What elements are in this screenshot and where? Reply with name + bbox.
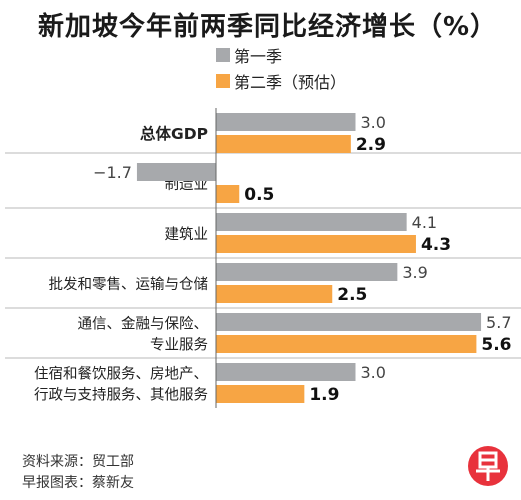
- logo-glyph: [476, 451, 500, 481]
- legend-item-q1: 第一季: [216, 43, 282, 67]
- data-label-q2: 1.9: [309, 385, 339, 405]
- data-label-q1: −1.7: [93, 163, 132, 182]
- data-label-q2: 0.5: [244, 185, 274, 205]
- category-label: 专业服务: [150, 337, 208, 354]
- zaobao-logo: [468, 446, 508, 486]
- category-label: 住宿和餐饮服务、房地产、: [34, 366, 208, 383]
- bar-q2: [216, 285, 333, 303]
- data-label-q1: 3.0: [361, 363, 386, 382]
- data-label-q2: 2.5: [337, 285, 367, 305]
- data-label-q1: 5.7: [486, 313, 511, 332]
- data-label-q1: 3.0: [361, 113, 386, 132]
- data-label-q1: 4.1: [412, 213, 437, 232]
- category-label: 总体GDP: [140, 124, 208, 143]
- category-label: 通信、金融与保险、: [78, 316, 209, 333]
- footer: 资料来源：贸工部 早报图表：蔡新友: [22, 452, 134, 494]
- data-label-q2: 2.9: [356, 135, 386, 155]
- category-label: 建筑业: [165, 226, 209, 243]
- data-label-q2: 4.3: [421, 235, 451, 255]
- chart-title: 新加坡今年前两季同比经济增长（%）: [38, 12, 498, 42]
- bar-q1: [216, 313, 482, 331]
- bar-q1: [216, 113, 356, 131]
- legend-swatch-q2: [216, 74, 230, 88]
- data-label-q2: 5.6: [481, 335, 511, 355]
- data-label-q1: 3.9: [402, 263, 427, 282]
- legend-label-q1: 第一季: [234, 47, 283, 66]
- bar-q1: [216, 213, 407, 231]
- bar-q1: [216, 363, 356, 381]
- legend-item-q2: 第二季（预估）: [216, 69, 346, 93]
- bar-q2: [216, 185, 240, 203]
- bar-q1: [136, 163, 216, 181]
- source-note: 资料来源：贸工部: [22, 454, 134, 470]
- legend-swatch-q1: [216, 48, 230, 62]
- bar-q2: [216, 335, 477, 353]
- category-label: 批发和零售、运输与仓储: [49, 276, 209, 293]
- bar-chart: 总体GDP3.02.9制造业−1.70.5建筑业4.14.3批发和零售、运输与仓…: [5, 108, 521, 408]
- bar-q2: [216, 385, 305, 403]
- bar-q1: [216, 263, 398, 281]
- bar-q2: [216, 135, 351, 153]
- category-label: 行政与支持服务、其他服务: [34, 387, 208, 404]
- legend-label-q2: 第二季（预估）: [234, 73, 347, 92]
- credit-note: 早报图表：蔡新友: [22, 475, 134, 491]
- bar-q2: [216, 235, 416, 253]
